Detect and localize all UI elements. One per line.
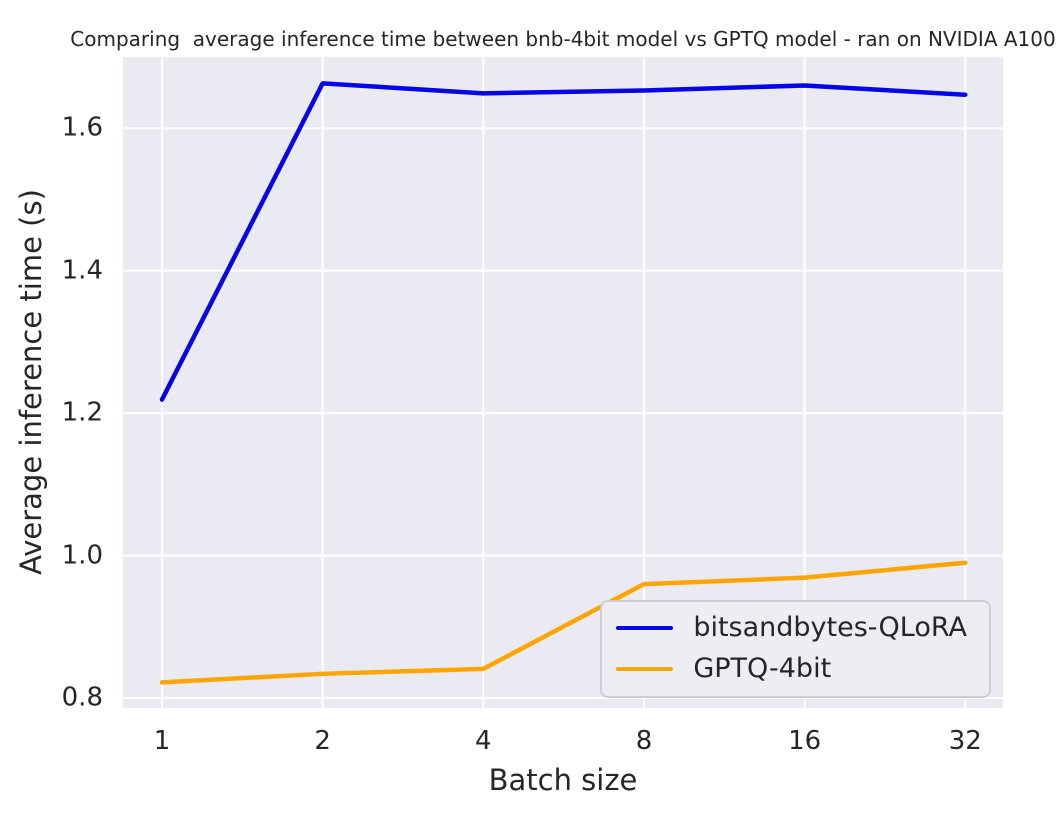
legend-label: bitsandbytes-QLoRA	[693, 612, 967, 643]
y-tick-labels: 0.8 1.0 1.2 1.4 1.6	[0, 57, 103, 713]
y-tick-label: 1.0	[61, 540, 103, 571]
legend-item: bitsandbytes-QLoRA	[616, 609, 967, 646]
y-tick-label: 0.8	[61, 682, 103, 713]
legend-line-icon	[616, 666, 674, 671]
y-tick-label: 1.6	[61, 112, 103, 143]
x-axis-label: Batch size	[488, 763, 638, 797]
series-line-GPTQ-4bit	[159, 560, 968, 685]
x-tick-label: 1	[153, 726, 171, 756]
line-chart	[123, 57, 1003, 708]
y-tick-label: 1.2	[61, 397, 103, 428]
legend-line-icon	[616, 625, 674, 630]
x-tick-label: 2	[314, 726, 331, 756]
x-tick-labels: 1 2 4 8 16 32	[123, 722, 1003, 758]
y-tick-label: 1.4	[61, 255, 103, 286]
legend-item: GPTQ-4bit	[616, 650, 967, 687]
x-tick-label: 8	[635, 726, 653, 756]
plot-area: bitsandbytes-QLoRA GPTQ-4bit	[123, 57, 1003, 708]
x-tick-label: 16	[788, 726, 822, 756]
chart-title: Comparing average inference time between…	[70, 27, 1056, 51]
series-line-bitsandbytes-QLoRA	[159, 81, 968, 402]
legend-label: GPTQ-4bit	[693, 653, 832, 684]
x-tick-label: 32	[948, 726, 982, 756]
x-tick-label: 4	[475, 726, 492, 756]
legend: bitsandbytes-QLoRA GPTQ-4bit	[600, 600, 991, 698]
